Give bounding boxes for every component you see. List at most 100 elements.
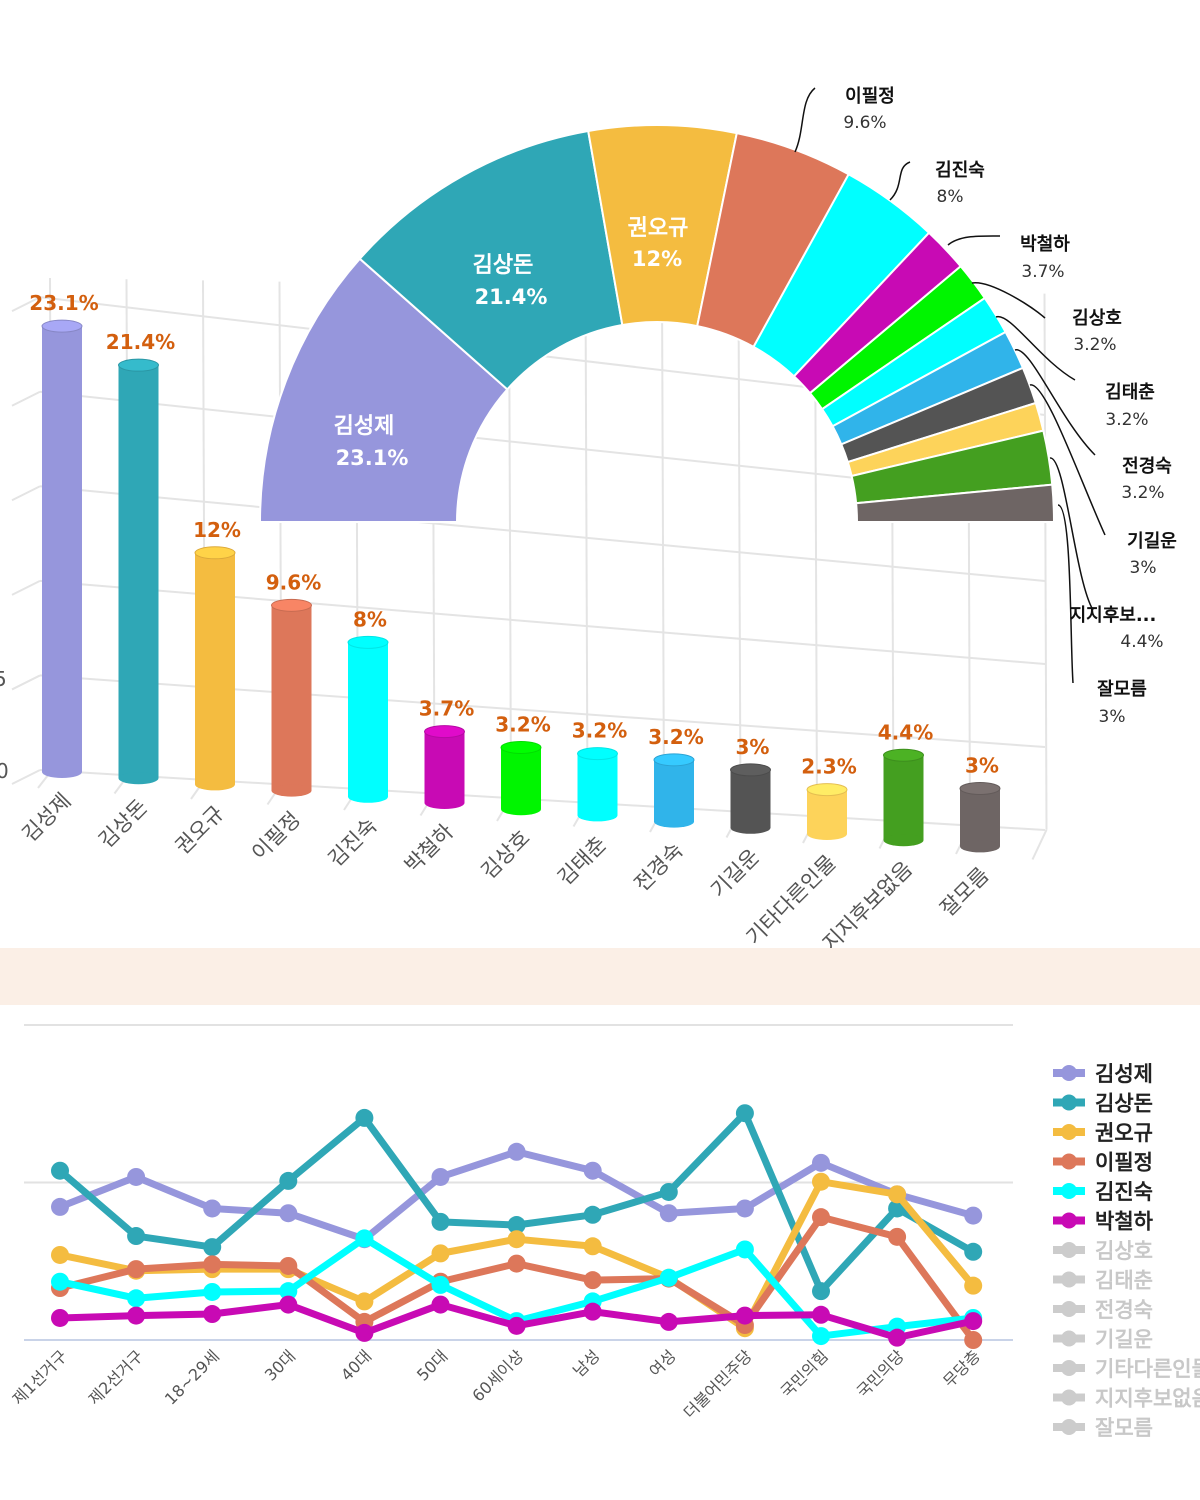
legend-label: 김성제 — [1095, 1062, 1153, 1086]
line-x-label: 더불어민주당 — [680, 1346, 756, 1422]
series-point — [51, 1245, 69, 1264]
donut-inside-name: 김상돈 — [473, 253, 534, 278]
series-point — [735, 1306, 754, 1325]
bar-gridline-vertical — [737, 288, 742, 812]
donut-outside-value: 9.6% — [843, 113, 886, 133]
line-x-label: 30대 — [261, 1346, 299, 1384]
legend-item[interactable]: 이필정 — [1053, 1151, 1153, 1175]
bar-base — [424, 797, 465, 809]
legend-item[interactable]: 지지후보없음 — [1053, 1387, 1200, 1411]
donut-leader-line — [1014, 349, 1096, 456]
bar-body — [118, 365, 159, 779]
legend-dot-icon — [1061, 1271, 1077, 1288]
series-point — [583, 1205, 602, 1224]
bar-cylinder — [730, 763, 771, 834]
series-point — [431, 1167, 450, 1186]
legend-item[interactable]: 기타다른인물 — [1053, 1357, 1200, 1381]
series-point — [203, 1305, 222, 1324]
legend-dot-icon — [1061, 1360, 1077, 1376]
legend-item[interactable]: 김태춘 — [1053, 1269, 1153, 1293]
series-point — [812, 1327, 830, 1346]
series-point — [964, 1242, 983, 1261]
bar-value-label: 8% — [353, 607, 387, 631]
bar-gridline — [39, 485, 1046, 583]
bar-cylinder — [41, 319, 83, 778]
legend-label: 이필정 — [1095, 1151, 1153, 1175]
bar-cylinder — [959, 782, 1001, 853]
bar-body — [348, 642, 388, 797]
bar-gridline-vertical — [1043, 293, 1048, 830]
legend-item[interactable]: 잘모름 — [1053, 1416, 1153, 1440]
bar-value-label: 23.1% — [29, 291, 98, 315]
series-point — [659, 1312, 678, 1331]
donut-outside-name: 김진숙 — [935, 160, 985, 181]
legend-item[interactable]: 김성제 — [1053, 1062, 1153, 1086]
bar-value-label: 3.2% — [495, 712, 550, 736]
series-point — [127, 1260, 146, 1279]
donut-leader-line — [1049, 457, 1094, 611]
bar-value-label: 3.2% — [572, 719, 627, 743]
series-point — [507, 1316, 526, 1335]
bar-value-label: 3.7% — [419, 697, 474, 721]
donut-outside-value: 8% — [937, 187, 964, 207]
series-point — [964, 1276, 983, 1295]
donut-leader-line — [947, 235, 1001, 246]
series-point — [51, 1161, 69, 1180]
bar-value-label: 3% — [965, 754, 999, 778]
series-point — [583, 1302, 602, 1321]
series-point — [51, 1272, 69, 1291]
legend-label: 김상호 — [1095, 1239, 1153, 1263]
bar-cylinder — [424, 725, 465, 809]
bar-base — [501, 803, 541, 816]
series-point — [431, 1275, 450, 1294]
bar-gridline-vertical — [584, 286, 589, 803]
legend-item[interactable]: 박철하 — [1053, 1210, 1154, 1234]
bar-top — [959, 782, 1001, 795]
bar-base — [883, 834, 924, 847]
legend-item[interactable]: 권오규 — [1053, 1121, 1153, 1145]
legend-label: 권오규 — [1095, 1121, 1153, 1145]
donut-outside-value: 3% — [1099, 707, 1126, 727]
legend-label: 김진숙 — [1095, 1180, 1153, 1204]
series-point — [507, 1254, 526, 1273]
legend-label: 박철하 — [1095, 1210, 1154, 1234]
series-point — [127, 1306, 146, 1325]
donut-leader-line — [971, 282, 1046, 319]
bar-base — [577, 809, 618, 822]
series-point — [659, 1182, 678, 1201]
series-point — [507, 1216, 526, 1235]
series-point — [735, 1240, 754, 1259]
donut-outside-value: 3% — [1130, 558, 1157, 578]
legend-item[interactable]: 김상돈 — [1053, 1092, 1153, 1116]
legend-dot-icon — [1061, 1330, 1077, 1347]
line-x-label: 40대 — [337, 1346, 375, 1384]
donut-inside-value: 23.1% — [336, 446, 409, 470]
bar-category-label: 권오규 — [171, 801, 229, 859]
bar-gridline-side — [11, 579, 41, 596]
bar-value-labels: 23.1% 21.4% 12% 9.6% 8% 3.7% 3.2% 3.2% 3.2% 3% 2.3… — [29, 291, 999, 778]
legend-item[interactable]: 김상호 — [1053, 1239, 1153, 1263]
legend-item[interactable]: 기길운 — [1053, 1328, 1153, 1352]
series-point — [203, 1238, 222, 1257]
bar-body — [42, 326, 82, 772]
bar-gridline-side — [11, 390, 41, 407]
donut-outside-name: 지지후보... — [1070, 605, 1157, 626]
bar-gridline-side — [11, 769, 41, 785]
series-point — [51, 1308, 69, 1327]
bar-category-label: 김진숙 — [324, 813, 382, 871]
legend-item[interactable]: 전경숙 — [1053, 1298, 1153, 1322]
legend-dot-icon — [1061, 1124, 1077, 1140]
line-x-label: 국민의당 — [853, 1346, 908, 1401]
series-point — [812, 1208, 830, 1227]
series-point — [964, 1206, 983, 1225]
legend-item[interactable]: 김진숙 — [1053, 1180, 1153, 1204]
line-x-label: 국민의힘 — [777, 1346, 832, 1401]
donut-leader-line — [794, 87, 816, 153]
bar-category-label: 김성제 — [18, 789, 76, 847]
series-point — [355, 1108, 374, 1127]
series-point — [51, 1197, 69, 1216]
series-point — [735, 1104, 754, 1123]
bar-value-label: 9.6% — [266, 570, 321, 594]
series-point — [964, 1331, 983, 1349]
line-x-label: 제1선거구 — [9, 1346, 71, 1408]
